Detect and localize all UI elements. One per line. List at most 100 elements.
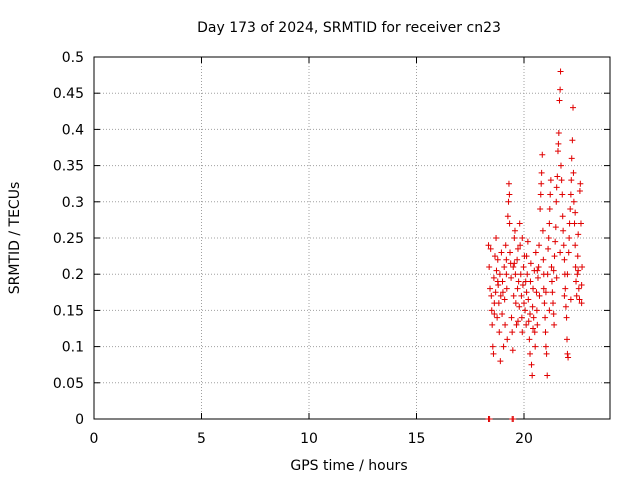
data-point [502, 321, 509, 328]
data-point [548, 278, 555, 285]
data-point [524, 271, 531, 278]
data-point [546, 307, 553, 314]
data-point [537, 191, 544, 198]
data-point [567, 191, 574, 198]
y-tick-label: 0 [75, 412, 84, 428]
x-tick-label: 0 [90, 431, 99, 447]
data-point [542, 314, 549, 321]
data-point [568, 177, 575, 184]
data-point [532, 249, 539, 256]
y-tick-label: 0.45 [53, 86, 84, 102]
data-point [514, 256, 521, 263]
data-point [560, 227, 567, 234]
x-tick-label: 5 [197, 431, 206, 447]
data-point [501, 296, 508, 303]
data-point [576, 187, 583, 194]
data-point [503, 271, 510, 278]
data-point [512, 300, 519, 307]
y-tick-label: 0.15 [53, 303, 84, 319]
data-point [575, 231, 582, 238]
data-point [489, 343, 496, 350]
data-point [494, 314, 501, 321]
data-point [517, 242, 524, 249]
data-point [513, 321, 520, 328]
data-point [573, 278, 580, 285]
data-point [578, 282, 585, 289]
data-point [553, 184, 560, 191]
data-point [554, 173, 561, 180]
data-point [570, 198, 577, 205]
data-point [562, 285, 569, 292]
data-point [511, 227, 518, 234]
data-point [559, 213, 566, 220]
data-point [487, 285, 494, 292]
data-point [572, 209, 579, 216]
data-point [557, 249, 564, 256]
data-point [546, 220, 553, 227]
data-point [557, 86, 564, 93]
data-point [547, 191, 554, 198]
data-point [573, 292, 580, 299]
data-point [540, 256, 547, 263]
data-point [565, 354, 572, 361]
data-point [548, 263, 555, 270]
data-point [526, 336, 533, 343]
data-point [522, 307, 529, 314]
data-point [517, 271, 524, 278]
data-point [519, 235, 526, 241]
data-point [536, 292, 543, 299]
data-point [553, 198, 560, 205]
data-point [572, 263, 579, 270]
data-point [567, 296, 574, 303]
data-point [510, 292, 517, 299]
data-point [511, 260, 518, 267]
data-point [506, 220, 513, 227]
data-point [511, 235, 518, 241]
data-point [496, 329, 503, 336]
data-point [554, 148, 561, 155]
data-point [499, 289, 506, 296]
data-point [521, 300, 527, 307]
data-point [540, 285, 547, 292]
data-point [538, 180, 545, 187]
data-point [503, 285, 510, 292]
data-point [510, 263, 517, 270]
x-axis-label: GPS time / hours [290, 458, 407, 474]
data-point [514, 285, 521, 292]
data-point [488, 307, 495, 314]
data-point [572, 242, 579, 249]
data-point [524, 238, 531, 245]
y-axis-label: SRMTID / TECUs [7, 182, 23, 295]
data-point [546, 206, 553, 213]
data-point [542, 329, 549, 336]
data-point [532, 343, 539, 350]
data-point [534, 321, 541, 328]
data-point [578, 300, 585, 307]
data-point [575, 267, 582, 274]
data-point [561, 256, 568, 263]
data-point [557, 68, 564, 75]
data-point [530, 285, 537, 292]
x-tick-label: 15 [408, 431, 426, 447]
data-point [496, 271, 503, 278]
data-point [574, 253, 581, 260]
data-point [498, 249, 505, 256]
data-point [491, 311, 498, 318]
data-point [574, 271, 581, 278]
data-point [494, 256, 501, 263]
data-point [500, 343, 507, 350]
data-point [575, 285, 582, 292]
y-tick-label: 0.3 [62, 195, 84, 211]
data-point [509, 329, 516, 336]
data-point [508, 274, 515, 281]
data-point [497, 358, 504, 365]
data-point [577, 180, 584, 187]
data-point [550, 267, 557, 274]
data-point [555, 140, 562, 147]
data-point [530, 325, 537, 332]
data-point [560, 242, 567, 249]
y-tick-label: 0.35 [53, 159, 84, 175]
data-point [502, 242, 509, 249]
data-point [559, 191, 566, 198]
